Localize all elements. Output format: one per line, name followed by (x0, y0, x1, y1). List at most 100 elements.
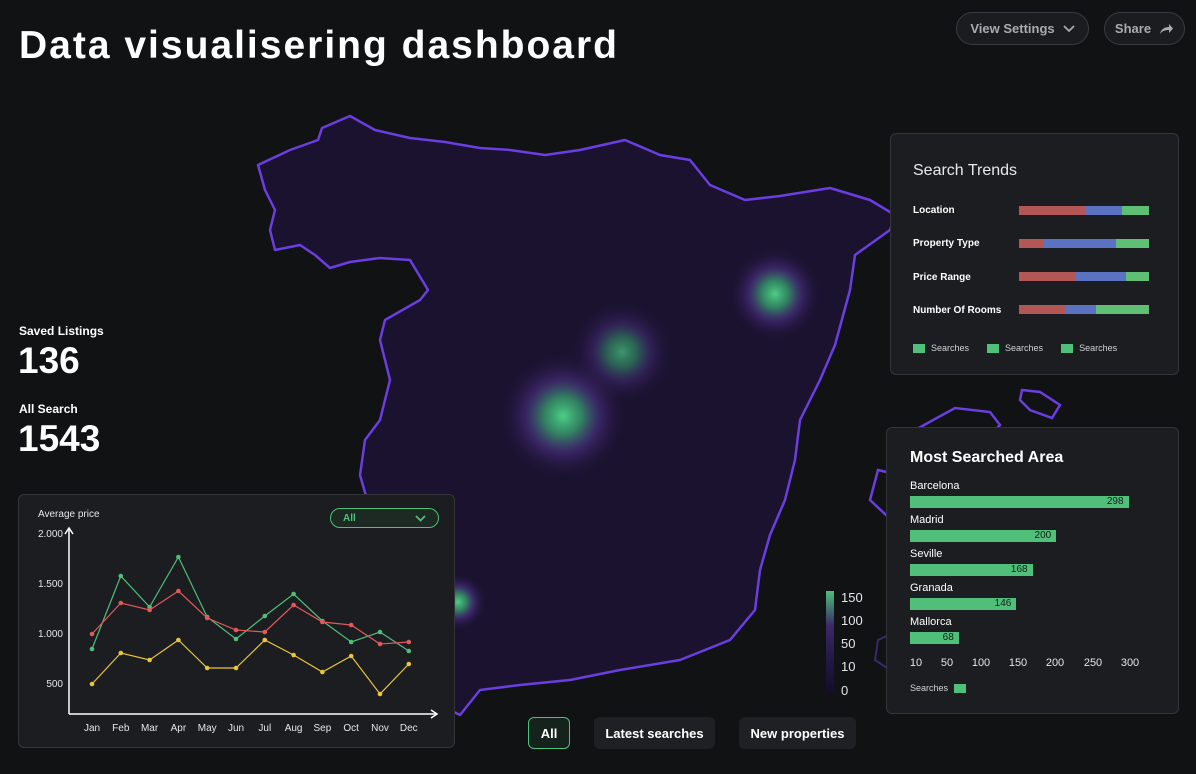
all-search-value: 1543 (18, 418, 101, 459)
trend-label-location: Location (913, 205, 955, 216)
heat-scale-label: 100 (841, 613, 863, 628)
all-search-label: All Search (19, 402, 78, 416)
legend-item: Searches (913, 343, 969, 353)
area-tick: 300 (1120, 657, 1140, 669)
trend-label-price-range: Price Range (913, 272, 971, 283)
series-point (377, 641, 383, 647)
series-point (348, 622, 354, 628)
series-point (176, 637, 181, 643)
trend-segment (1116, 239, 1149, 248)
page-title: Data visualisering dashboard (19, 24, 620, 67)
average-price-chart-panel: Average price All 2.000 1.500 1.000 500 Jan F… (18, 494, 455, 748)
area-tick: 100 (971, 657, 991, 669)
series-point (262, 629, 268, 635)
x-tick-label: May (198, 723, 217, 734)
area-name: Granada (910, 582, 953, 594)
trend-segment (1043, 239, 1117, 248)
area-name: Madrid (910, 514, 944, 526)
chart-y-label: Average price (38, 509, 100, 520)
x-tick-label: Apr (171, 723, 187, 734)
series-point (406, 648, 412, 654)
area-tick: 250 (1083, 657, 1103, 669)
trends-legend: Searches Searches Searches (913, 343, 1117, 353)
trend-label-property-type: Property Type (913, 238, 980, 249)
heat-scale-bar (826, 591, 834, 694)
area-bar: 68 (910, 632, 959, 644)
series-point (262, 613, 268, 619)
heat-scale-label: 0 (841, 683, 849, 698)
trend-segment (1121, 206, 1149, 215)
area-name: Barcelona (910, 480, 960, 492)
y-tick-label: 1.000 (38, 629, 63, 640)
area-tick: 10 (909, 657, 923, 669)
legend-swatch (913, 343, 925, 353)
legend-item: Searches (987, 343, 1043, 353)
x-tick-label: Oct (343, 723, 359, 734)
trend-segment (1076, 272, 1126, 281)
series-point (377, 691, 383, 697)
series-point (233, 636, 239, 642)
trend-bar (1019, 239, 1149, 248)
series-point (118, 650, 124, 656)
series-point (406, 661, 412, 667)
y-tick-label: 500 (46, 679, 63, 690)
filter-all-button[interactable]: All (528, 717, 570, 749)
x-tick-label: Jan (84, 723, 100, 734)
chevron-down-icon (1063, 24, 1075, 32)
area-bar: 200 (910, 530, 1057, 542)
trend-segment (1125, 272, 1149, 281)
x-tick-label: Aug (285, 723, 303, 734)
area-axis-ticks: 10 50 100 150 200 250 300 (910, 657, 1150, 671)
view-settings-button[interactable]: View Settings (956, 12, 1089, 45)
chart-filter-value: All (343, 512, 356, 524)
legend-swatch (987, 343, 1000, 353)
share-button[interactable]: Share (1104, 12, 1185, 45)
trend-bar (1019, 305, 1149, 314)
area-name: Seville (910, 548, 943, 560)
x-tick-label: Nov (371, 723, 389, 734)
series-line (91, 590, 409, 645)
trend-label-number-of-rooms: Number Of Rooms (913, 305, 1002, 316)
most-searched-area-panel: Most Searched Area Barcelona 298 Madrid … (886, 427, 1179, 714)
share-arrow-icon (1160, 23, 1174, 34)
series-point (233, 627, 239, 633)
search-trends-panel: Search Trends Location Property Type Pri… (890, 133, 1179, 375)
heat-scale-label: 10 (841, 659, 856, 674)
series-point (377, 629, 383, 635)
average-price-line-chart: 2.000 1.500 1.000 500 Jan Feb Mar Apr May Jun Jul A… (38, 526, 439, 734)
trend-segment (1019, 272, 1077, 281)
heat-spot (730, 249, 820, 339)
series-point (348, 653, 354, 659)
series-point (320, 669, 325, 675)
menorca-outline (1018, 388, 1062, 420)
area-bar: 146 (910, 598, 1017, 610)
heat-scale-label: 150 (841, 590, 863, 605)
area-tick: 200 (1045, 657, 1065, 669)
series-point (291, 591, 296, 597)
chart-filter-dropdown[interactable]: All (330, 508, 439, 528)
series-point (233, 665, 239, 671)
area-legend: Searches (910, 683, 967, 693)
x-tick-label: Feb (112, 723, 130, 734)
saved-listings-label: Saved Listings (19, 324, 104, 338)
heat-scale-label: 50 (841, 636, 856, 651)
series-point (262, 637, 268, 643)
x-tick-label: Dec (400, 723, 418, 734)
series-point (89, 646, 95, 652)
series-point (291, 652, 296, 658)
trend-segment (1095, 305, 1149, 314)
most-searched-title: Most Searched Area (910, 449, 1064, 466)
series-point (89, 631, 95, 637)
y-tick-label: 1.500 (38, 579, 63, 590)
filter-latest-searches-button[interactable]: Latest searches (594, 717, 715, 749)
heat-spot (501, 354, 625, 478)
series-point (89, 681, 95, 687)
series-point (147, 607, 152, 613)
series-point (348, 639, 354, 645)
series-point (406, 639, 412, 645)
filter-new-properties-button[interactable]: New properties (739, 717, 856, 749)
series-point (118, 573, 124, 579)
area-bar: 168 (910, 564, 1033, 576)
legend-swatch (954, 683, 967, 693)
series-point (118, 600, 124, 606)
